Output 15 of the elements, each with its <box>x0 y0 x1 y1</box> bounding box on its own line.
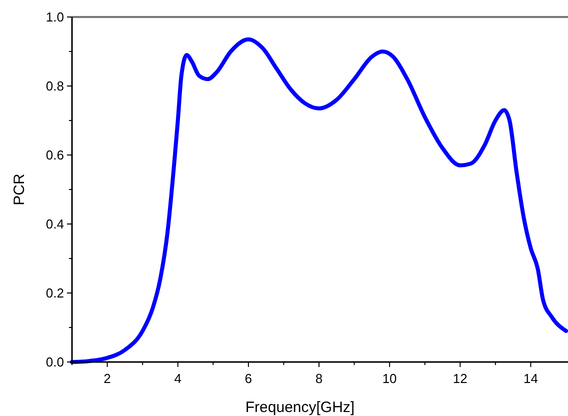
x-tick-label: 2 <box>104 371 111 386</box>
y-tick-label: 0.0 <box>46 354 64 370</box>
x-axis-title: Frequency[GHz] <box>245 399 355 416</box>
x-tick-label: 14 <box>523 371 538 386</box>
x-tick-label: 12 <box>452 371 468 386</box>
x-tick-label: 8 <box>315 371 323 386</box>
x-tick-label: 4 <box>174 371 182 386</box>
y-tick-label: 1.0 <box>46 10 64 25</box>
y-axis-title: PCR <box>11 174 28 206</box>
y-tick-label: 0.6 <box>46 148 64 163</box>
x-tick-label: 6 <box>244 371 252 386</box>
y-tick-label: 0.2 <box>46 286 64 301</box>
x-tick-label: 10 <box>382 371 397 386</box>
y-tick-label: 0.4 <box>46 216 64 232</box>
y-tick-label: 0.8 <box>46 78 64 94</box>
